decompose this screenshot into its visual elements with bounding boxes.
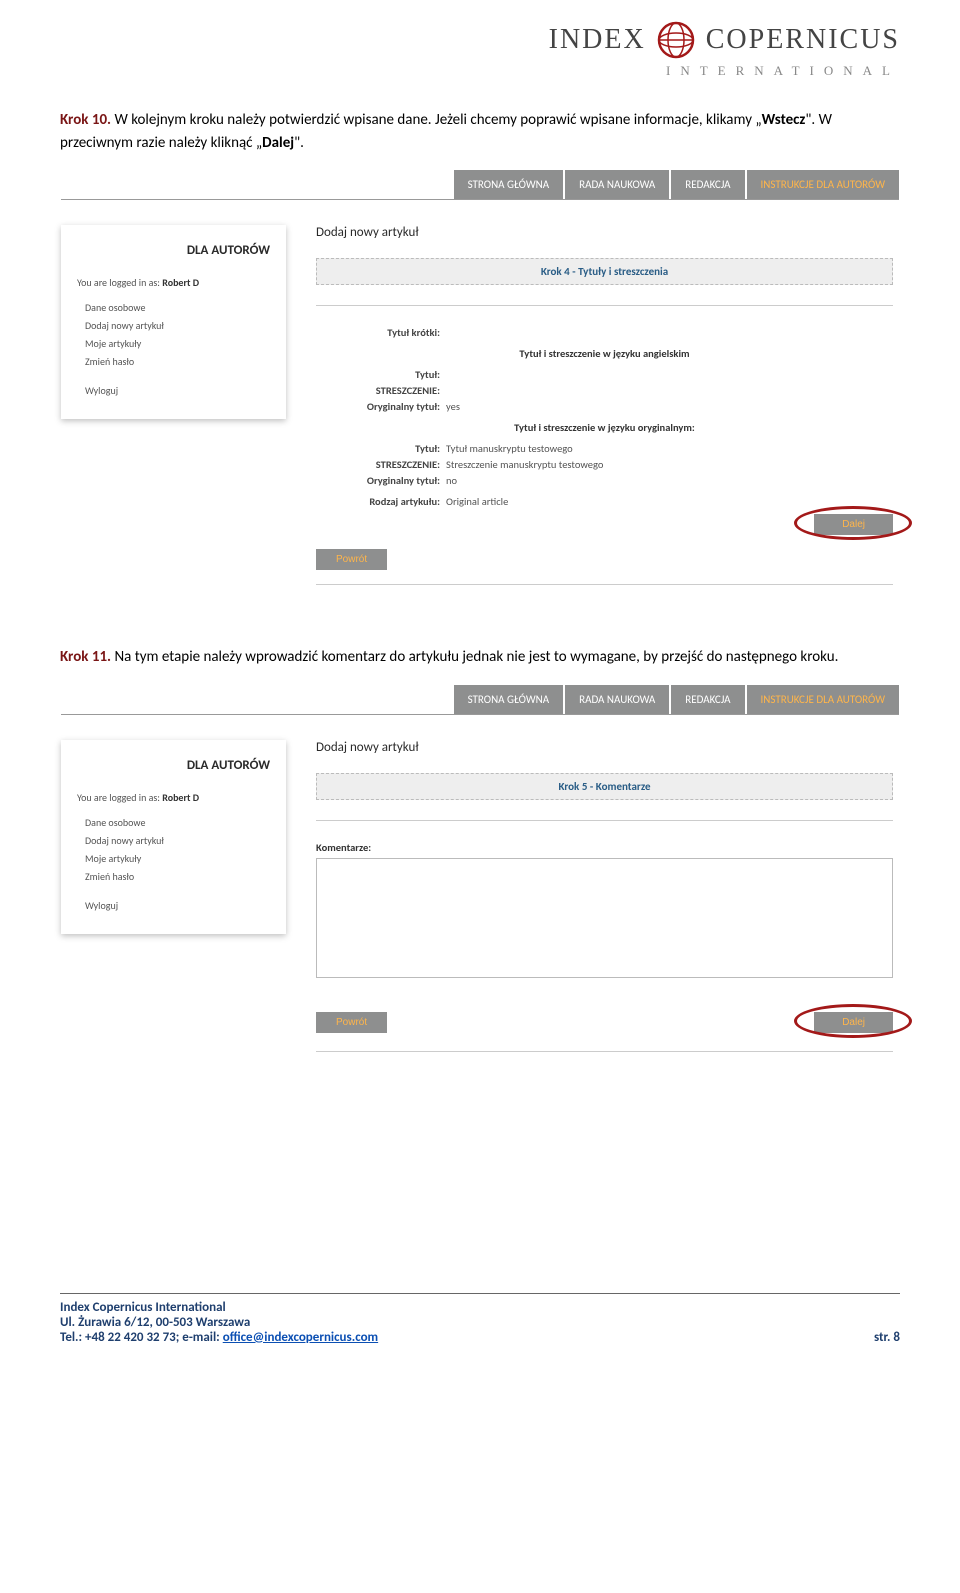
krok11-label: Krok 11.	[60, 648, 111, 666]
navbar-1: STRONA GŁÓWNA RADA NAUKOWA REDAKCJA INST…	[61, 170, 899, 199]
logo-copernicus-text: COPERNICUS	[706, 24, 900, 56]
sep-1a	[316, 305, 893, 306]
login-prefix-2: You are logged in as:	[77, 791, 162, 804]
login-prefix-1: You are logged in as:	[77, 276, 162, 289]
sep-1b	[316, 584, 893, 585]
main-col-2: Dodaj nowy artykuł Krok 5 - Komentarze K…	[316, 740, 899, 1072]
label-tytul-2: Tytuł:	[316, 442, 446, 455]
footer-address: Ul. Żurawia 6/12, 00-503 Warszawa	[60, 1315, 900, 1330]
sidebar-title-1: DLA AUTORÓW	[77, 243, 270, 258]
logo-index-text: INDEX	[549, 24, 646, 56]
footer-page-number: str. 8	[874, 1330, 900, 1345]
screenshot-krok5: STRONA GŁÓWNA RADA NAUKOWA REDAKCJA INST…	[60, 684, 900, 1073]
sidebar-2: DLA AUTORÓW You are logged in as: Robert…	[61, 740, 286, 934]
val-tytul-2: Tytuł manuskryptu testowego	[446, 442, 573, 455]
nav-tab-redakcja[interactable]: REDAKCJA	[671, 170, 744, 199]
instruction-krok10: Krok 10. W kolejnym kroku należy potwier…	[60, 109, 900, 154]
krok10-label: Krok 10.	[60, 111, 111, 129]
krok10-b1: Wstecz	[762, 111, 806, 129]
dalej-highlight-2: Dalej	[814, 1012, 893, 1033]
login-name-2: Robert D	[162, 791, 199, 804]
label-rodzaj: Rodzaj artykułu:	[316, 495, 446, 508]
dalej-highlight-1: Dalej	[814, 514, 893, 535]
dalej-button-2[interactable]: Dalej	[814, 1012, 893, 1033]
sidebar-item-moje[interactable]: Moje artykuły	[85, 337, 270, 350]
powrot-button-2[interactable]: Powrót	[316, 1012, 387, 1033]
step-banner-1: Krok 4 - Tytuły i streszczenia	[316, 258, 893, 285]
sidebar-logout-1[interactable]: Wyloguj	[85, 384, 270, 397]
label-oryg-1: Oryginalny tytuł:	[316, 400, 446, 413]
sep-2b	[316, 1051, 893, 1052]
krok10-text1: W kolejnym kroku należy potwierdzić wpis…	[111, 111, 762, 129]
footer-contact-line: Tel.: +48 22 420 32 73; e-mail: office@i…	[60, 1330, 900, 1345]
sidebar-item-haslo-2[interactable]: Zmień hasło	[85, 870, 270, 883]
sidebar-item-dane[interactable]: Dane osobowe	[85, 301, 270, 314]
komentarze-textarea[interactable]	[316, 858, 893, 978]
nav-tab-redakcja-2[interactable]: REDAKCJA	[671, 685, 744, 714]
nav-tab-rada-2[interactable]: RADA NAUKOWA	[565, 685, 669, 714]
nav-tab-rada[interactable]: RADA NAUKOWA	[565, 170, 669, 199]
main-title-1: Dodaj nowy artykuł	[316, 225, 893, 240]
instruction-krok11: Krok 11. Na tym etapie należy wprowadzić…	[60, 646, 900, 669]
sidebar-item-moje-2[interactable]: Moje artykuły	[85, 852, 270, 865]
page-footer: Index Copernicus International Ul. Żuraw…	[60, 1293, 900, 1345]
nav-tab-instrukcje-2[interactable]: INSTRUKCJE DLA AUTORÓW	[747, 685, 899, 714]
val-stresz-2: Streszczenie manuskryptu testowego	[446, 458, 603, 471]
sidebar-item-dane-2[interactable]: Dane osobowe	[85, 816, 270, 829]
logo-row: INDEX COPERNICUS	[549, 20, 900, 60]
footer-email-link[interactable]: office@indexcopernicus.com	[223, 1330, 378, 1345]
sidebar-item-dodaj[interactable]: Dodaj nowy artykuł	[85, 319, 270, 332]
label-stresz-1: STRESZCZENIE:	[316, 384, 446, 397]
label-oryg-2: Oryginalny tytuł:	[316, 474, 446, 487]
val-oryg-1: yes	[446, 400, 460, 413]
nav-tab-instrukcje[interactable]: INSTRUKCJE DLA AUTORÓW	[747, 170, 899, 199]
val-oryg-2: no	[446, 474, 457, 487]
label-komentarze: Komentarze:	[316, 841, 893, 854]
sidebar-item-haslo[interactable]: Zmień hasło	[85, 355, 270, 368]
footer-company: Index Copernicus International	[60, 1300, 900, 1315]
globe-icon	[656, 20, 696, 60]
logo-header: INDEX COPERNICUS INTERNATIONAL	[60, 20, 900, 79]
step-banner-2: Krok 5 - Komentarze	[316, 773, 893, 800]
powrot-button-1[interactable]: Powrót	[316, 549, 387, 570]
nav-tab-home-2[interactable]: STRONA GŁÓWNA	[454, 685, 564, 714]
krok10-text3: ".	[294, 134, 304, 152]
label-stresz-2: STRESZCZENIE:	[316, 458, 446, 471]
sidebar-title-2: DLA AUTORÓW	[77, 758, 270, 773]
main-title-2: Dodaj nowy artykuł	[316, 740, 893, 755]
main-col-1: Dodaj nowy artykuł Krok 4 - Tytuły i str…	[316, 225, 899, 605]
section-ory: Tytuł i streszczenie w języku oryginalny…	[316, 421, 893, 434]
footer-tel: Tel.: +48 22 420 32 73; e-mail:	[60, 1330, 223, 1345]
sidebar-login-1: You are logged in as: Robert D	[77, 276, 270, 289]
navbar-2: STRONA GŁÓWNA RADA NAUKOWA REDAKCJA INST…	[61, 685, 899, 714]
label-tytul-1: Tytuł:	[316, 368, 446, 381]
sidebar-login-2: You are logged in as: Robert D	[77, 791, 270, 804]
dalej-button-1[interactable]: Dalej	[814, 514, 893, 535]
krok11-text: Na tym etapie należy wprowadzić komentar…	[111, 648, 838, 666]
krok10-b2: Dalej	[262, 134, 294, 152]
form-area-1: Tytuł krótki: Tytuł i streszczenie w jęz…	[316, 326, 893, 508]
login-name-1: Robert D	[162, 276, 199, 289]
label-tytul-krotki: Tytuł krótki:	[316, 326, 446, 339]
sidebar-logout-2[interactable]: Wyloguj	[85, 899, 270, 912]
logo-subtitle: INTERNATIONAL	[60, 63, 900, 79]
screenshot-krok4: STRONA GŁÓWNA RADA NAUKOWA REDAKCJA INST…	[60, 169, 900, 606]
val-rodzaj: Original article	[446, 495, 508, 508]
nav-tab-home[interactable]: STRONA GŁÓWNA	[454, 170, 564, 199]
sep-2a	[316, 820, 893, 821]
section-ang: Tytuł i streszczenie w języku angielskim	[316, 347, 893, 360]
sidebar-1: DLA AUTORÓW You are logged in as: Robert…	[61, 225, 286, 419]
sidebar-item-dodaj-2[interactable]: Dodaj nowy artykuł	[85, 834, 270, 847]
